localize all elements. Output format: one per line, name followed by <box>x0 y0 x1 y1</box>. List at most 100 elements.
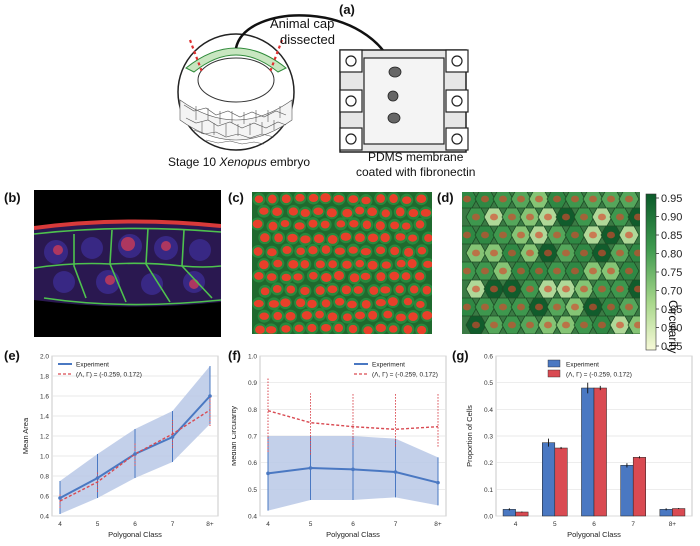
nucleus <box>273 311 283 321</box>
nucleus <box>409 285 419 294</box>
nucleus <box>334 297 345 306</box>
nucleus <box>361 196 371 205</box>
nucleus <box>293 273 303 281</box>
legend-label: Experiment <box>566 362 599 369</box>
y-tick-label: 1.6 <box>40 394 49 401</box>
nucleus <box>348 324 358 334</box>
cell-nucleus <box>535 303 543 311</box>
legend-swatch <box>547 369 561 378</box>
y-tick-label: 0.6 <box>40 494 49 501</box>
nucleus <box>307 299 317 309</box>
experiment-point <box>170 435 175 439</box>
nucleus <box>376 194 385 203</box>
nucleus <box>369 286 379 295</box>
y-tick-label: 1.8 <box>40 374 49 381</box>
nucleus <box>424 234 432 243</box>
segmented-cells <box>462 192 640 334</box>
cell-nucleus <box>571 195 579 203</box>
arrow-caption: Animal cap dissected <box>270 16 335 48</box>
cell-nucleus <box>481 267 489 275</box>
y-tick-label: 0.8 <box>248 407 257 414</box>
nucleus <box>326 208 337 218</box>
nucleus <box>395 233 406 241</box>
nucleus <box>420 209 431 217</box>
nucleus <box>395 285 404 294</box>
y-axis-label: Proportion of Cells <box>466 405 474 467</box>
nucleus <box>281 325 291 333</box>
cell-nucleus <box>571 303 579 311</box>
experiment-bar <box>581 387 595 517</box>
y-tick-label: 0.4 <box>248 514 257 521</box>
cell-nucleus <box>544 249 552 257</box>
cell-nucleus <box>571 231 579 239</box>
embryo-caption: Stage 10 Xenopus embryo <box>168 155 310 169</box>
nucleus <box>266 273 277 281</box>
nucleus <box>308 246 318 255</box>
experiment-point <box>133 452 137 456</box>
nucleus <box>387 297 398 307</box>
experiment-point <box>95 476 100 480</box>
cell-nucleus <box>580 285 588 293</box>
nucleus <box>403 297 413 306</box>
nucleus <box>389 194 398 204</box>
embryo-caption-italic: Xenopus <box>219 155 267 169</box>
nucleus <box>286 285 296 294</box>
nucleus <box>296 298 306 308</box>
colorbar-tick-label: 0.60 <box>661 323 682 335</box>
y-axis-label: Median Circularity <box>232 406 238 466</box>
cell-nucleus <box>616 213 624 221</box>
nucleus <box>287 233 298 243</box>
nucleus <box>355 311 366 320</box>
nucleus <box>315 286 325 295</box>
cell-nucleus <box>499 231 507 239</box>
nucleus <box>300 259 310 269</box>
nucleus <box>295 193 305 202</box>
nucleus <box>402 196 412 204</box>
nucleus <box>408 209 419 218</box>
model-line <box>267 409 439 431</box>
nucleus <box>376 246 386 255</box>
y-tick-label: 2.0 <box>40 354 49 361</box>
cell-nucleus <box>589 231 597 239</box>
cell-nucleus <box>607 303 615 311</box>
cell-nucleus <box>562 213 570 221</box>
cell-nucleus <box>481 231 489 239</box>
colorbar-label: Circularity <box>666 300 680 354</box>
panel-label-a: (a) <box>339 2 355 17</box>
x-tick-label: 5 <box>553 521 557 528</box>
nucleus <box>353 286 363 294</box>
y-tick-label: 0.4 <box>484 407 493 414</box>
nucleus <box>375 323 387 333</box>
panel-label-c: (c) <box>228 190 244 205</box>
micrograph-segmentation <box>462 192 640 334</box>
cell-nucleus <box>472 285 480 293</box>
cell-nucleus <box>607 231 615 239</box>
embryo-drawing <box>177 33 295 151</box>
y-tick-label: 0.4 <box>40 514 49 521</box>
x-axis-label: Polygonal Class <box>108 530 162 539</box>
cell-nucleus <box>598 285 606 293</box>
nucleus <box>390 221 400 230</box>
experiment-point <box>266 471 270 476</box>
cell-nucleus <box>616 321 624 329</box>
nucleus <box>300 286 310 296</box>
cell-nucleus <box>463 303 471 311</box>
nucleus <box>396 259 406 268</box>
cell-nucleus <box>526 285 534 293</box>
cell-nucleus <box>580 213 588 221</box>
chart-proportion-cells: 0.0 0.1 0.2 0.3 0.4 0.5 0.6 4 5 6 7 8+ Polygonal Cla… <box>466 354 693 539</box>
nucleus <box>320 193 331 203</box>
cell-nucleus <box>607 195 615 203</box>
y-axis-label: Mean Area <box>21 417 30 454</box>
nucleus <box>375 221 385 231</box>
cell-nucleus <box>589 303 597 311</box>
nucleus <box>414 272 425 281</box>
schematic-figure <box>177 14 469 153</box>
nucleus <box>360 272 371 281</box>
cell-nucleus <box>526 213 534 221</box>
nucleus <box>348 195 359 204</box>
y-tick-label: 0.5 <box>484 380 493 387</box>
cell-nucleus <box>463 267 471 275</box>
nucleus <box>355 259 365 268</box>
nucleus <box>307 323 317 333</box>
